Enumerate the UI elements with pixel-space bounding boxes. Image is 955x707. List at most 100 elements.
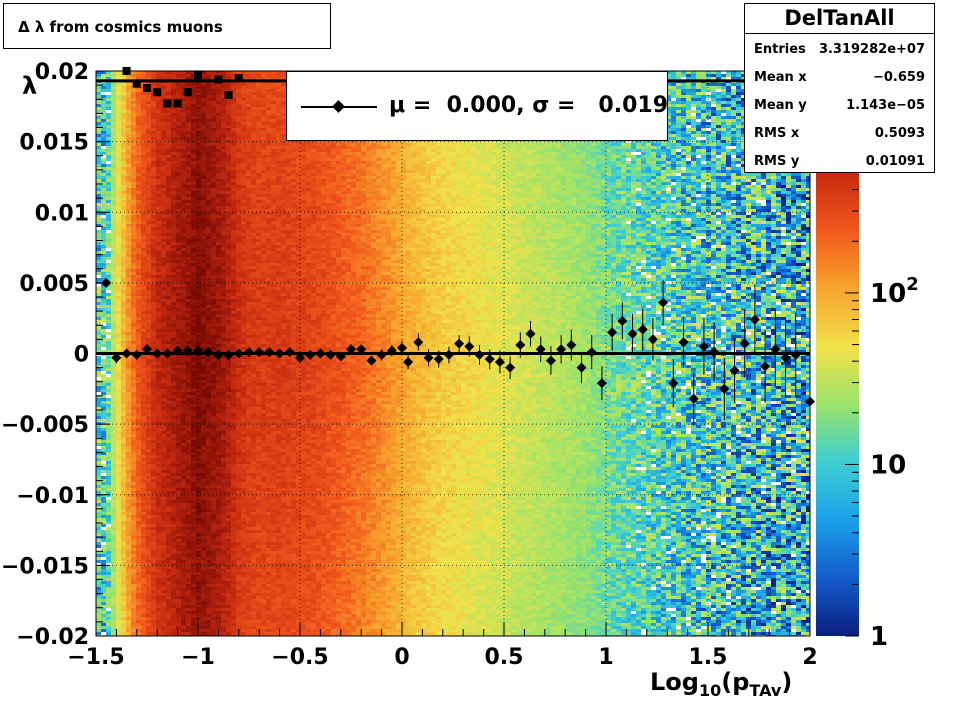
heatmap-cell <box>96 89 101 92</box>
heatmap-cell <box>106 458 111 461</box>
heatmap-cell <box>131 629 136 632</box>
heatmap-cell <box>126 611 131 614</box>
heatmap-cell <box>136 377 141 380</box>
heatmap-cell <box>96 269 101 272</box>
heatmap-cell <box>116 218 121 221</box>
heatmap-cell <box>116 290 121 293</box>
heatmap-cell <box>101 242 106 245</box>
heatmap-cell <box>111 326 116 329</box>
heatmap-cell <box>131 368 136 371</box>
heatmap-cell <box>111 311 116 314</box>
heatmap-cell <box>106 620 111 623</box>
heatmap-cell <box>101 260 106 263</box>
heatmap-cell <box>141 104 146 107</box>
heatmap-cell <box>116 125 121 128</box>
heatmap-cell <box>136 272 141 275</box>
heatmap-cell <box>131 599 136 602</box>
heatmap-cell <box>111 386 116 389</box>
heatmap-cell <box>111 380 116 383</box>
heatmap-cell <box>131 416 136 419</box>
heatmap-cell <box>141 236 146 239</box>
heatmap-cell <box>141 125 146 128</box>
heatmap-cell <box>116 602 121 605</box>
heatmap-cell <box>101 599 106 602</box>
heatmap-cell <box>96 347 101 350</box>
heatmap-cell <box>96 110 101 113</box>
heatmap-cell <box>111 170 116 173</box>
heatmap-cell <box>116 167 121 170</box>
heatmap-cell <box>131 338 136 341</box>
heatmap-cell <box>116 116 121 119</box>
heatmap-cell <box>136 362 141 365</box>
heatmap-cell <box>106 197 111 200</box>
heatmap-cell <box>141 242 146 245</box>
heatmap-cell <box>116 473 121 476</box>
heatmap-cell <box>96 119 101 122</box>
heatmap-cell <box>136 245 141 248</box>
heatmap-cell <box>126 173 131 176</box>
heatmap-cell <box>116 425 121 428</box>
heatmap-cell <box>126 473 131 476</box>
heatmap-cell <box>136 239 141 242</box>
heatmap-cell <box>131 170 136 173</box>
heatmap-cell <box>101 341 106 344</box>
heatmap-cell <box>126 446 131 449</box>
heatmap-cell <box>126 326 131 329</box>
heatmap-cell <box>131 221 136 224</box>
heatmap-cell <box>96 404 101 407</box>
heatmap-cell <box>126 227 131 230</box>
heatmap-cell <box>116 344 121 347</box>
heatmap-cell <box>116 623 121 626</box>
heatmap-cell <box>131 209 136 212</box>
heatmap-cell <box>111 266 116 269</box>
heatmap-cell <box>136 137 141 140</box>
heatmap-cell <box>121 233 126 236</box>
heatmap-cell <box>116 521 121 524</box>
heatmap-cell <box>106 572 111 575</box>
heatmap-cell <box>116 170 121 173</box>
heatmap-cell <box>116 209 121 212</box>
heatmap-cell <box>111 230 116 233</box>
heatmap-cell <box>116 626 121 629</box>
heatmap-cell <box>96 572 101 575</box>
heatmap-cell <box>131 410 136 413</box>
heatmap-cell <box>101 413 106 416</box>
heatmap-cell <box>106 356 111 359</box>
heatmap-cell <box>111 446 116 449</box>
heatmap-cell <box>121 104 126 107</box>
heatmap-cell <box>121 506 126 509</box>
heatmap-cell <box>106 593 111 596</box>
heatmap-cell <box>131 377 136 380</box>
heatmap-cell <box>96 539 101 542</box>
heatmap-cell <box>101 542 106 545</box>
heatmap-cell <box>121 116 126 119</box>
heatmap-cell <box>121 128 126 131</box>
heatmap-cell <box>96 629 101 632</box>
heatmap-cell <box>111 284 116 287</box>
heatmap-cell <box>131 344 136 347</box>
heatmap-cell <box>111 239 116 242</box>
heatmap-cell <box>96 584 101 587</box>
heatmap-cell <box>116 131 121 134</box>
heatmap-cell <box>116 188 121 191</box>
heatmap-cell <box>96 260 101 263</box>
heatmap-cell <box>111 329 116 332</box>
heatmap-cell <box>126 134 131 137</box>
heatmap-cell <box>101 455 106 458</box>
heatmap-cell <box>131 404 136 407</box>
heatmap-cell <box>116 200 121 203</box>
heatmap-cell <box>96 203 101 206</box>
heatmap-cell <box>126 464 131 467</box>
heatmap-cell <box>136 470 141 473</box>
heatmap-cell <box>136 425 141 428</box>
heatmap-cell <box>136 200 141 203</box>
heatmap-cell <box>101 608 106 611</box>
heatmap-cell <box>121 410 126 413</box>
heatmap-cell <box>96 632 101 635</box>
heatmap-cell <box>126 254 131 257</box>
heatmap-cell <box>121 443 126 446</box>
heatmap-cell <box>121 197 126 200</box>
heatmap-cell <box>111 431 116 434</box>
heatmap-cell <box>101 116 106 119</box>
heatmap-cell <box>126 476 131 479</box>
